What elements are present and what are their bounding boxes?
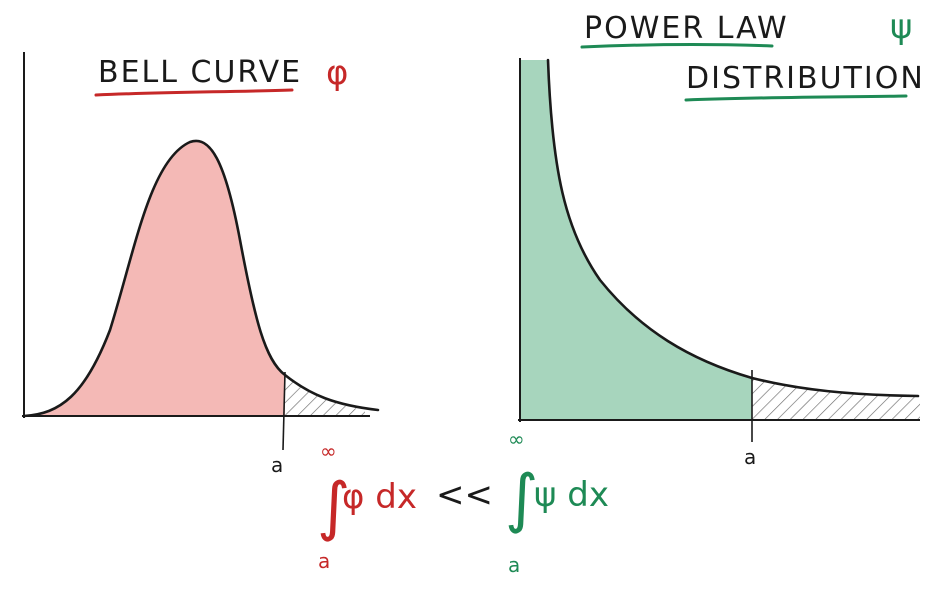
bell-tail-hatch: [285, 375, 365, 416]
bell-threshold-marker: [282, 371, 286, 451]
power-law-line: [546, 58, 920, 398]
power-law-panel: a POWER LAW DISTRIBUTION ψ: [518, 7, 925, 469]
right-integral-sign: ∫: [505, 462, 538, 536]
bell-curve-area: [24, 140, 285, 416]
power-law-title-line1: POWER LAW: [584, 11, 789, 46]
bell-threshold-label: a: [271, 453, 283, 477]
left-integral-upper-limit: ∞: [320, 439, 337, 463]
bell-curve-title: BELL CURVE: [98, 55, 302, 90]
right-integral-lower-limit: a: [508, 553, 520, 577]
power-law-title-line2: DISTRIBUTION: [686, 61, 925, 96]
much-less-than-symbol: <<: [436, 475, 493, 515]
power-law-tail-hatch: [752, 378, 920, 420]
right-integral: ∞ ∫ ψ dx a: [505, 427, 609, 577]
left-integral-integrand: φ dx: [342, 477, 417, 517]
power-law-title-underline1: [580, 43, 774, 49]
bell-curve-panel: a BELL CURVE φ: [22, 52, 380, 477]
left-integral: ∞ ∫ φ dx a: [317, 439, 417, 573]
right-integral-upper-limit: ∞: [508, 427, 525, 451]
phi-symbol: φ: [326, 53, 348, 93]
left-integral-lower-limit: a: [318, 549, 330, 573]
integral-inequality: ∞ ∫ φ dx a << ∞ ∫ ψ dx a: [317, 427, 609, 577]
right-integral-integrand: ψ dx: [534, 475, 609, 515]
power-law-threshold-label: a: [744, 445, 756, 469]
power-law-title-underline2: [684, 94, 908, 102]
left-integral-sign: ∫: [317, 470, 350, 544]
bell-title-underline: [94, 88, 294, 97]
power-law-area: [520, 60, 752, 420]
psi-symbol: ψ: [890, 7, 912, 47]
